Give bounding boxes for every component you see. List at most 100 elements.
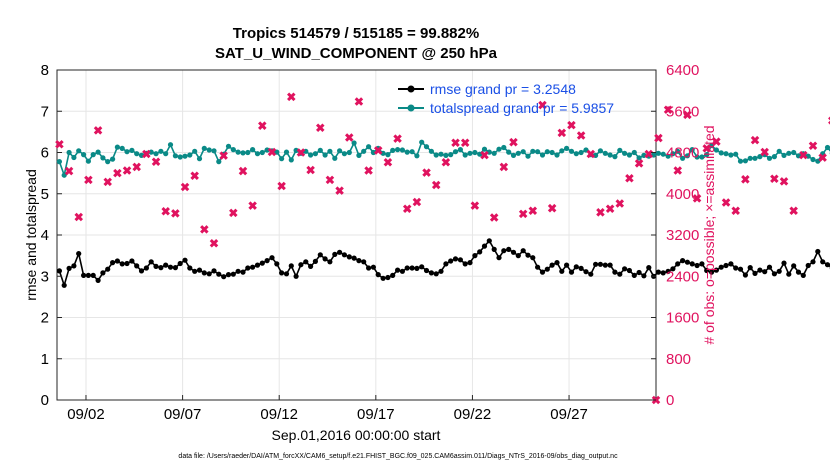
obs-marker-core — [231, 210, 236, 215]
totalspread-point — [554, 152, 560, 158]
rmse-point — [776, 268, 782, 274]
obs-assimilated-marker — [663, 105, 673, 114]
obs-marker-core — [608, 206, 613, 211]
totalspread-point — [216, 159, 222, 165]
rmse-point — [510, 249, 517, 255]
rmse-point — [298, 262, 304, 268]
totalspread-point — [351, 140, 357, 146]
rmse-point — [588, 271, 594, 277]
totalspread-point — [776, 148, 782, 154]
totalspread-point — [85, 158, 91, 164]
rmse-point — [293, 273, 299, 279]
obs-marker-core — [163, 209, 168, 214]
totalspread-point — [395, 147, 401, 153]
totalspread-point — [390, 147, 396, 153]
rmse-point — [153, 263, 159, 269]
totalspread-point — [501, 144, 507, 151]
rmse-point — [573, 264, 579, 270]
obs-marker-core — [424, 170, 429, 175]
obs-assimilated-marker — [808, 141, 818, 151]
rmse-point — [172, 265, 178, 271]
totalspread-point — [163, 151, 169, 157]
y-tick-label-left: 5 — [41, 186, 49, 203]
y-axis-label-right: # of obs: o=possible; ×=assimilated — [701, 125, 717, 344]
totalspread-point — [689, 147, 695, 153]
rmse-point — [423, 267, 430, 274]
obs-assimilated-marker — [364, 166, 373, 175]
totalspread-point — [786, 150, 792, 156]
totalspread-point — [158, 148, 164, 154]
obs-marker-core — [308, 168, 313, 173]
totalspread-point — [259, 149, 265, 156]
totalspread-point — [506, 149, 512, 155]
rmse-point — [477, 249, 483, 255]
obs-marker-core — [356, 99, 361, 104]
obs-assimilated-marker — [538, 100, 547, 110]
rmse-point — [525, 252, 531, 258]
totalspread-point — [670, 151, 676, 157]
rmse-point — [824, 262, 830, 268]
obs-marker-core — [76, 214, 81, 219]
obs-assimilated-marker — [499, 162, 509, 172]
totalspread-point — [781, 152, 787, 158]
totalspread-point — [742, 158, 749, 164]
obs-marker-core — [598, 210, 603, 215]
totalspread-point — [481, 146, 488, 152]
obs-assimilated-marker — [518, 209, 528, 219]
rmse-point — [114, 258, 120, 264]
totalspread-point — [182, 153, 188, 159]
rmse-point — [757, 267, 763, 273]
obs-assimilated-marker — [344, 133, 354, 142]
obs-assimilated-marker — [219, 151, 228, 160]
totalspread-point — [71, 154, 77, 161]
totalspread-point — [733, 151, 739, 157]
totalspread-point — [264, 147, 270, 153]
obs-assimilated-marker — [151, 157, 161, 167]
totalspread-point — [457, 147, 463, 153]
totalspread-point — [597, 148, 604, 154]
grid — [57, 70, 656, 400]
obs-marker-core — [743, 177, 748, 182]
obs-assimilated-marker — [460, 138, 470, 147]
totalspread-point — [317, 147, 323, 153]
totalspread-point — [617, 147, 623, 153]
totalspread-point — [110, 156, 116, 162]
totalspread-point — [684, 153, 691, 159]
obs-assimilated-marker — [721, 198, 731, 207]
rmse-point — [805, 262, 811, 269]
obs-assimilated-marker — [258, 121, 267, 130]
totalspread-point — [322, 152, 328, 158]
totalspread-point — [201, 145, 207, 151]
rmse-point — [332, 251, 338, 257]
totalspread-point — [172, 153, 178, 159]
obs-assimilated-marker — [306, 165, 315, 175]
rmse-point — [95, 277, 101, 283]
obs-assimilated-marker — [480, 150, 489, 160]
rmse-point — [56, 268, 63, 274]
totalspread-point — [699, 154, 705, 160]
rmse-point — [385, 274, 391, 281]
totalspread-point — [443, 152, 449, 158]
totalspread-point — [631, 149, 637, 156]
totalspread-point — [520, 149, 526, 155]
obs-marker-core — [753, 138, 758, 143]
totalspread-point — [167, 142, 174, 148]
obs-assimilated-marker — [277, 181, 286, 191]
obs-marker-core — [298, 150, 303, 155]
rmse-point — [143, 265, 149, 271]
totalspread-point — [423, 144, 430, 150]
totalspread-line — [58, 140, 830, 179]
obs-assimilated-marker — [267, 147, 277, 157]
totalspread-point — [530, 148, 536, 154]
obs-marker-core — [617, 201, 622, 206]
obs-assimilated-marker — [441, 158, 451, 167]
totalspread-point — [549, 149, 555, 156]
totalspread-point — [312, 151, 318, 157]
totalspread-point — [245, 149, 251, 156]
totalspread-point — [491, 150, 497, 156]
totalspread-point — [728, 152, 734, 158]
obs-assimilated-marker — [84, 175, 93, 185]
obs-marker-core — [115, 171, 120, 176]
obs-assimilated-marker — [451, 138, 460, 147]
totalspread-point — [757, 154, 763, 160]
